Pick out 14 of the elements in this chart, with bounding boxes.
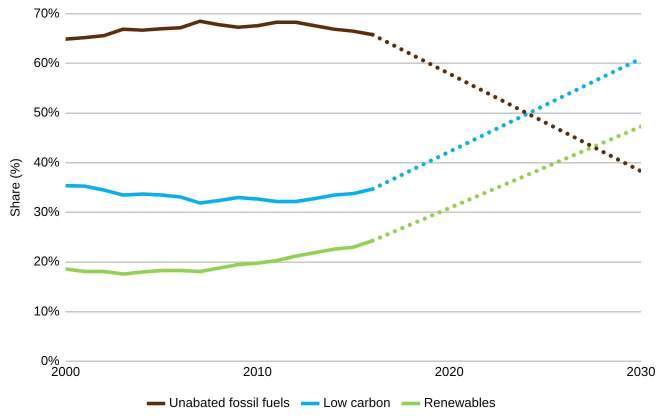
y-tick-label: 30% (34, 204, 60, 220)
legend-label: Renewables (424, 395, 496, 410)
x-tick-label: 2010 (242, 364, 272, 379)
x-tick-label: 2030 (626, 364, 656, 379)
y-tick-label: 40% (34, 154, 60, 170)
y-tick-label: 20% (34, 254, 60, 269)
y-tick-label: 10% (34, 303, 60, 318)
y-tick-label: 60% (34, 55, 60, 70)
legend-label: Unabated fossil fuels (169, 395, 290, 410)
y-tick-label: 70% (34, 5, 60, 20)
y-axis-title: Share (%) (7, 158, 22, 217)
x-tick-label: 2020 (434, 364, 464, 379)
y-tick-label: 50% (34, 104, 60, 120)
legend-label: Low carbon (323, 395, 390, 410)
